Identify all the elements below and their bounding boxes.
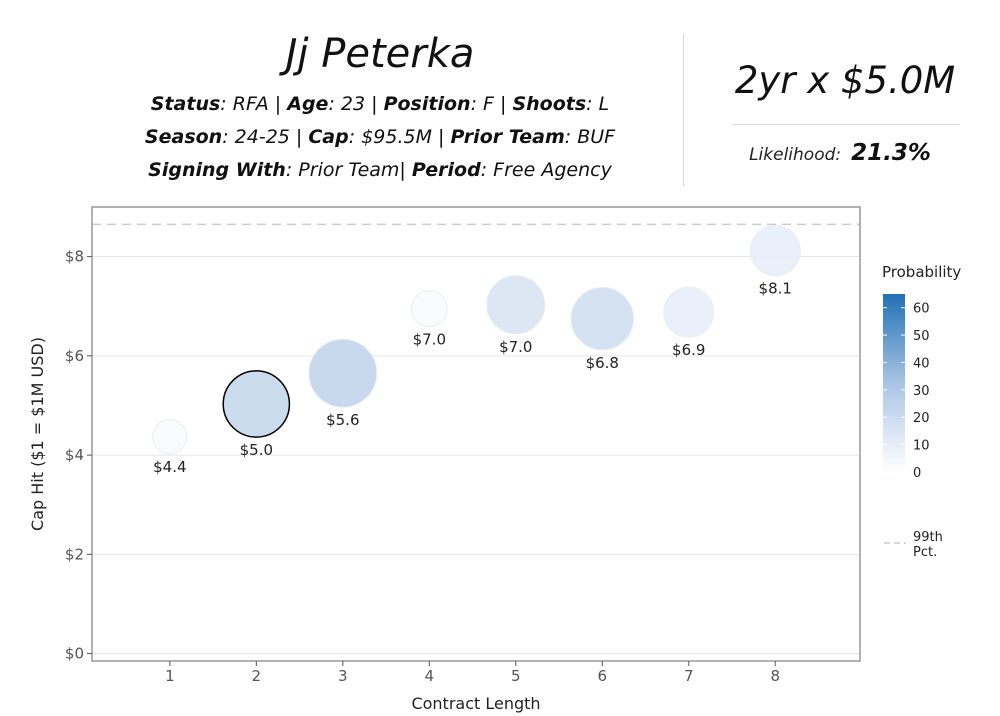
position-value: F	[483, 93, 494, 115]
bubble-value-label: $8.1	[759, 280, 792, 298]
x-tick-label: 4	[425, 667, 435, 685]
legend-tick-label: 20	[913, 411, 930, 426]
prior-team-label: Prior Team	[450, 126, 565, 148]
grid-layer	[92, 256, 860, 655]
legend-tick-label: 0	[913, 466, 921, 481]
period-label: Period	[411, 159, 481, 181]
bubble-point	[308, 338, 378, 408]
likelihood-value: 21.3%	[851, 140, 931, 166]
legend-tick-label: 30	[913, 384, 930, 399]
cap-value: $95.5M	[361, 126, 432, 148]
y-tick-label: $2	[65, 545, 84, 563]
bubble-layer	[152, 225, 801, 455]
likelihood-label: Likelihood:	[749, 145, 842, 165]
legend-tick-label: 40	[913, 356, 930, 371]
point-label-layer: $4.4 $5.0 $5.6 $7.0 $7.0 $6.8 $6.9 $8.1	[153, 280, 792, 476]
probability-legend: Probability 0 10 20 30 40 50 60 99th Pct.	[882, 263, 961, 560]
bubble-value-label: $7.0	[413, 331, 446, 349]
legend-ticks: 0 10 20 30 40 50 60	[883, 302, 930, 481]
reference-legend-label-1: 99th	[913, 530, 943, 545]
period-value: Free Agency	[493, 159, 612, 181]
info-line-2: Season: 24-25 | Cap: $95.5M | Prior Team…	[144, 126, 616, 148]
info-line-1: Status: RFA | Age: 23 | Position: F | Sh…	[150, 93, 610, 115]
season-label: Season	[144, 126, 223, 148]
bubble-value-label: $7.0	[499, 338, 532, 356]
legend-tick-label: 10	[913, 439, 930, 454]
header-vertical-divider	[683, 34, 684, 186]
signing-with-value: Prior Team	[298, 159, 400, 181]
likelihood: Likelihood: 21.3%	[690, 140, 990, 166]
bubble-point	[410, 290, 448, 328]
y-tick-label: $6	[65, 347, 84, 365]
contract-summary: 2yr x $5.0M	[690, 30, 1000, 104]
signing-with-label: Signing With	[148, 159, 286, 181]
legend-tick-label: 60	[913, 302, 930, 317]
bubble-point	[222, 370, 291, 438]
info-line-3: Signing With: Prior Team| Period: Free A…	[148, 159, 612, 181]
bubble-value-label: $5.0	[240, 441, 273, 459]
bubble-point	[663, 286, 715, 338]
y-axis-title: Cap Hit ($1 = $1M USD)	[28, 337, 47, 531]
x-tick-label: 3	[338, 667, 348, 685]
bubble-point	[152, 419, 188, 455]
axis-layer: $0 $2 $4 $6 $8 1 2 3 4 5 6 7 8	[65, 248, 780, 685]
legend-title: Probability	[882, 263, 961, 281]
y-tick-label: $0	[65, 645, 84, 663]
legend-tick-label: 50	[913, 329, 930, 344]
status-value: RFA	[232, 93, 269, 115]
x-axis-title: Contract Length	[411, 694, 540, 713]
x-tick-label: 5	[511, 667, 521, 685]
x-tick-label: 1	[165, 667, 175, 685]
x-tick-label: 2	[252, 667, 262, 685]
age-value: 23	[340, 93, 366, 115]
shoots-value: L	[598, 93, 610, 115]
bubble-value-label: $6.9	[672, 341, 705, 359]
position-label: Position	[383, 93, 471, 115]
plot-panel-border	[91, 206, 861, 662]
season-value: 24-25	[234, 126, 290, 148]
age-label: Age	[287, 93, 329, 115]
bubble-point	[570, 286, 635, 351]
bubble-point	[749, 225, 801, 277]
summary-divider	[732, 124, 960, 125]
player-header: Jj Peterka Status: RFA | Age: 23 | Posit…	[90, 30, 670, 187]
bubble-value-label: $5.6	[326, 411, 359, 429]
x-tick-label: 6	[597, 667, 607, 685]
y-tick-label: $4	[65, 446, 84, 464]
bubble-value-label: $6.8	[586, 354, 619, 372]
bubble-value-label: $4.4	[153, 458, 186, 476]
y-tick-label: $8	[65, 248, 84, 266]
x-tick-label: 8	[770, 667, 780, 685]
contract-projection: 2yr x $5.0M	[734, 59, 956, 102]
shoots-label: Shoots	[512, 93, 587, 115]
reference-legend-label-2: Pct.	[913, 545, 937, 560]
bubble-point	[486, 275, 546, 335]
x-tick-label: 7	[684, 667, 694, 685]
player-name: Jj Peterka	[285, 31, 475, 77]
legend-colorbar	[883, 294, 905, 472]
cap-label: Cap	[308, 126, 349, 148]
status-label: Status	[150, 93, 221, 115]
prior-team-value: BUF	[577, 126, 616, 148]
